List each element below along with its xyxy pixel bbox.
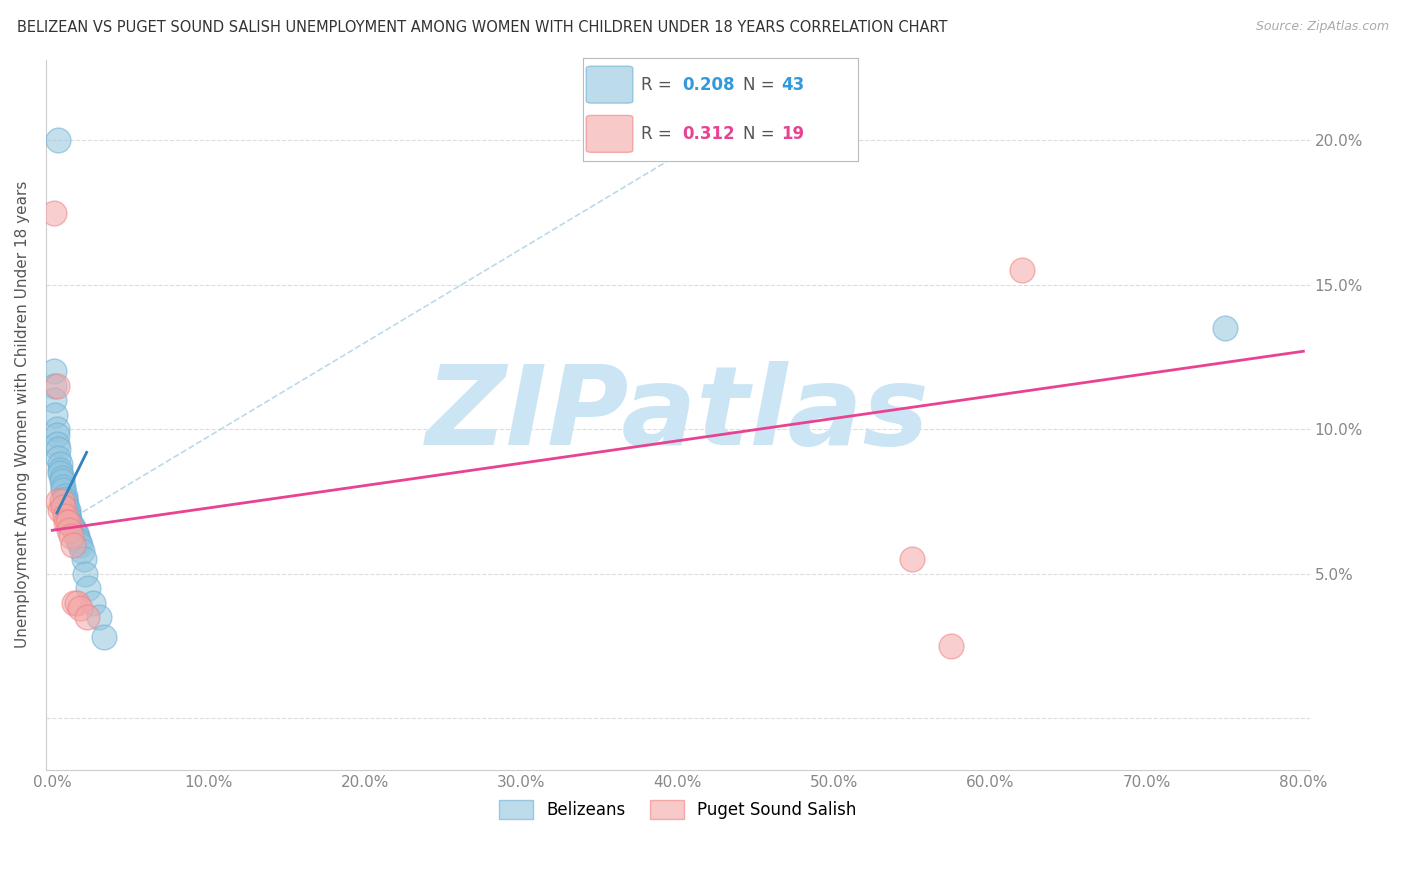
Point: [52, 480, 75, 494]
Point: [42, 379, 65, 393]
Point: [51, 474, 73, 488]
Point: [42, 393, 65, 408]
FancyBboxPatch shape: [586, 115, 633, 153]
Text: N =: N =: [742, 76, 779, 94]
Point: [69, 601, 91, 615]
Point: [70, 543, 93, 558]
Point: [66, 529, 89, 543]
Text: BELIZEAN VS PUGET SOUND SALISH UNEMPLOYMENT AMONG WOMEN WITH CHILDREN UNDER 18 Y: BELIZEAN VS PUGET SOUND SALISH UNEMPLOYM…: [17, 20, 948, 35]
Point: [56, 515, 79, 529]
Text: N =: N =: [742, 125, 779, 143]
Point: [56, 506, 79, 520]
Point: [44, 408, 66, 422]
Text: R =: R =: [641, 125, 678, 143]
Point: [941, 639, 963, 653]
Point: [55, 500, 77, 515]
Point: [62, 538, 84, 552]
Text: 43: 43: [780, 76, 804, 94]
Point: [66, 532, 89, 546]
Point: [49, 463, 72, 477]
Point: [1213, 321, 1236, 335]
Point: [42, 205, 65, 219]
Point: [62, 520, 84, 534]
Point: [66, 595, 89, 609]
Point: [93, 630, 115, 644]
Point: [58, 524, 80, 538]
Point: [67, 534, 90, 549]
Point: [53, 489, 76, 503]
Point: [51, 494, 73, 508]
Point: [56, 503, 79, 517]
Point: [58, 512, 80, 526]
Point: [48, 133, 70, 147]
Point: [48, 451, 70, 466]
Text: Source: ZipAtlas.com: Source: ZipAtlas.com: [1256, 20, 1389, 33]
Point: [1011, 263, 1033, 277]
Point: [49, 466, 72, 480]
Text: R =: R =: [641, 76, 678, 94]
Point: [52, 500, 75, 515]
Point: [42, 364, 65, 378]
Point: [76, 610, 98, 624]
Text: ZIPatlas: ZIPatlas: [426, 361, 929, 468]
Point: [45, 422, 67, 436]
Point: [901, 552, 924, 566]
Point: [45, 436, 67, 450]
Point: [77, 581, 100, 595]
Point: [51, 471, 73, 485]
Point: [69, 538, 91, 552]
Text: 19: 19: [780, 125, 804, 143]
Point: [49, 457, 72, 471]
Point: [48, 442, 70, 457]
Point: [55, 497, 77, 511]
Point: [45, 379, 67, 393]
Legend: Belizeans, Puget Sound Salish: Belizeans, Puget Sound Salish: [492, 793, 863, 826]
Point: [59, 529, 82, 543]
Point: [45, 428, 67, 442]
Point: [49, 503, 72, 517]
Point: [89, 610, 111, 624]
Point: [48, 494, 70, 508]
Y-axis label: Unemployment Among Women with Children Under 18 years: Unemployment Among Women with Children U…: [15, 181, 30, 648]
Text: 0.312: 0.312: [682, 125, 735, 143]
Point: [52, 483, 75, 497]
Point: [65, 526, 87, 541]
Point: [72, 552, 94, 566]
Point: [63, 524, 86, 538]
Point: [53, 491, 76, 506]
FancyBboxPatch shape: [586, 66, 633, 103]
Text: 0.208: 0.208: [682, 76, 735, 94]
Point: [82, 595, 104, 609]
Point: [58, 515, 80, 529]
Point: [55, 515, 77, 529]
Point: [56, 508, 79, 523]
Point: [53, 508, 76, 523]
Point: [53, 494, 76, 508]
Point: [63, 595, 86, 609]
Point: [59, 517, 82, 532]
Point: [75, 566, 97, 581]
